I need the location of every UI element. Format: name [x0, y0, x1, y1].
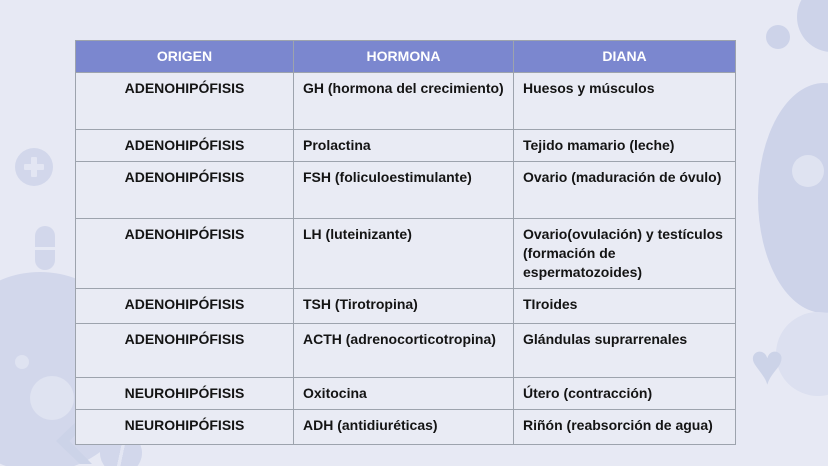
header-origen: ORIGEN: [75, 40, 294, 73]
small-dot-decoration: [15, 355, 29, 369]
header-hormona: HORMONA: [293, 40, 514, 73]
plus-circle-icon: [15, 148, 53, 186]
cell-hormona: Oxitocina: [293, 377, 514, 410]
top-right-corner-blob: [797, 0, 828, 52]
header-diana: DIANA: [513, 40, 736, 73]
cell-diana: Riñón (reabsorción de agua): [513, 409, 736, 445]
cell-hormona: Prolactina: [293, 129, 514, 162]
table-row: NEUROHIPÓFISIS ADH (antidiuréticas) Riñó…: [75, 409, 736, 445]
pill-icon: [35, 226, 55, 270]
table-row: ADENOHIPÓFISIS ACTH (adrenocorticotropin…: [75, 323, 736, 378]
right-inner-dot-decoration: [792, 155, 824, 187]
cell-diana: Tejido mamario (leche): [513, 129, 736, 162]
cell-origen: ADENOHIPÓFISIS: [75, 72, 294, 130]
table-header-row: ORIGEN HORMONA DIANA: [75, 40, 736, 73]
cell-origen: ADENOHIPÓFISIS: [75, 218, 294, 289]
table-row: ADENOHIPÓFISIS LH (luteinizante) Ovario(…: [75, 218, 736, 289]
cell-origen: ADENOHIPÓFISIS: [75, 129, 294, 162]
light-circle-decoration: [30, 376, 74, 420]
cell-diana: Ovario(ovulación) y testículos (formació…: [513, 218, 736, 289]
table-row: ADENOHIPÓFISIS FSH (foliculoestimulante)…: [75, 161, 736, 219]
cell-hormona: ADH (antidiuréticas): [293, 409, 514, 445]
cell-origen: ADENOHIPÓFISIS: [75, 288, 294, 324]
cell-origen: NEUROHIPÓFISIS: [75, 409, 294, 445]
table-row: ADENOHIPÓFISIS Prolactina Tejido mamario…: [75, 129, 736, 162]
cell-hormona: TSH (Tirotropina): [293, 288, 514, 324]
cell-origen: ADENOHIPÓFISIS: [75, 323, 294, 378]
cell-hormona: GH (hormona del crecimiento): [293, 72, 514, 130]
cell-diana: Huesos y músculos: [513, 72, 736, 130]
cell-diana: Útero (contracción): [513, 377, 736, 410]
cell-hormona: LH (luteinizante): [293, 218, 514, 289]
table-row: ADENOHIPÓFISIS TSH (Tirotropina) TIroide…: [75, 288, 736, 324]
cell-diana: Ovario (maduración de óvulo): [513, 161, 736, 219]
table-row: ADENOHIPÓFISIS GH (hormona del crecimien…: [75, 72, 736, 130]
plus-icon-vertical-bar: [31, 157, 37, 177]
table-row: NEUROHIPÓFISIS Oxitocina Útero (contracc…: [75, 377, 736, 410]
cell-origen: ADENOHIPÓFISIS: [75, 161, 294, 219]
cell-diana: Glándulas suprarrenales: [513, 323, 736, 378]
pill-divider: [35, 247, 55, 250]
heart-icon: ♥: [750, 332, 785, 397]
cell-origen: NEUROHIPÓFISIS: [75, 377, 294, 410]
cell-diana: TIroides: [513, 288, 736, 324]
cell-hormona: FSH (foliculoestimulante): [293, 161, 514, 219]
cell-hormona: ACTH (adrenocorticotropina): [293, 323, 514, 378]
hormone-table: ORIGEN HORMONA DIANA ADENOHIPÓFISIS GH (…: [75, 40, 736, 445]
top-right-dot-decoration: [766, 25, 790, 49]
right-edge-blob: [758, 83, 828, 313]
